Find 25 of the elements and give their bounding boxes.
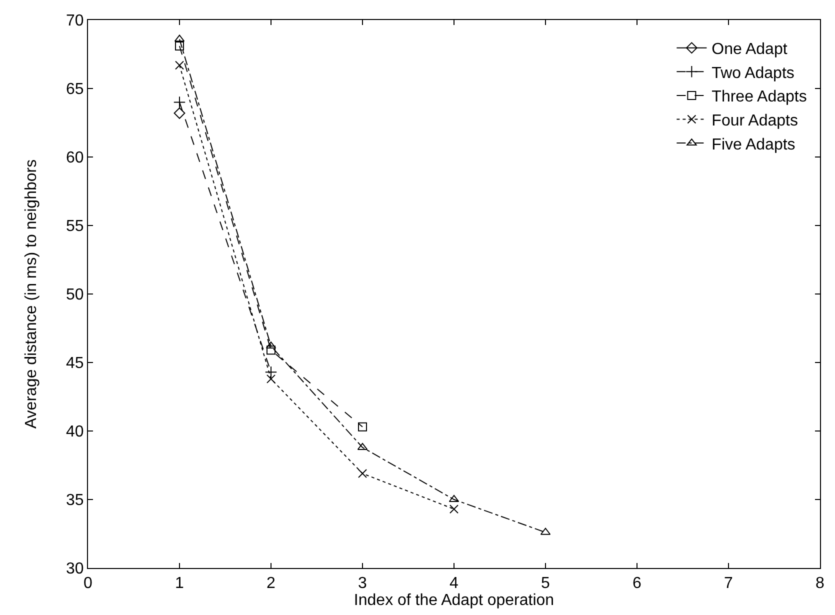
- x-tick-label: 7: [724, 575, 734, 592]
- y-tick-label: 30: [66, 560, 84, 578]
- legend-label: Five Adapts: [712, 136, 796, 154]
- y-tick-label: 50: [66, 286, 84, 304]
- x-axis-title: Index of the Adapt operation: [354, 592, 554, 610]
- legend-label: Three Adapts: [712, 88, 807, 106]
- x-tick-label: 0: [84, 575, 93, 592]
- y-tick-label: 45: [66, 355, 84, 372]
- x-tick-label: 8: [816, 575, 825, 592]
- y-axis-title: Average distance (in ms) to neighbors: [22, 159, 40, 429]
- y-tick-label: 65: [66, 81, 84, 98]
- x-tick-label: 1: [175, 575, 184, 592]
- x-tick-label: 4: [450, 575, 459, 592]
- y-tick-label: 60: [66, 150, 84, 167]
- x-tick-label: 2: [266, 575, 276, 592]
- legend-label: One Adapt: [712, 41, 788, 58]
- y-tick-label: 40: [66, 424, 84, 441]
- legend-label: Two Adapts: [712, 64, 794, 82]
- x-tick-label: 6: [632, 575, 642, 592]
- legend-label: Four Adapts: [712, 112, 798, 130]
- y-tick-label: 35: [66, 492, 84, 510]
- x-tick-label: 3: [358, 575, 368, 592]
- y-tick-label: 55: [66, 218, 84, 236]
- x-tick-label: 5: [541, 575, 550, 592]
- y-tick-label: 70: [66, 12, 84, 30]
